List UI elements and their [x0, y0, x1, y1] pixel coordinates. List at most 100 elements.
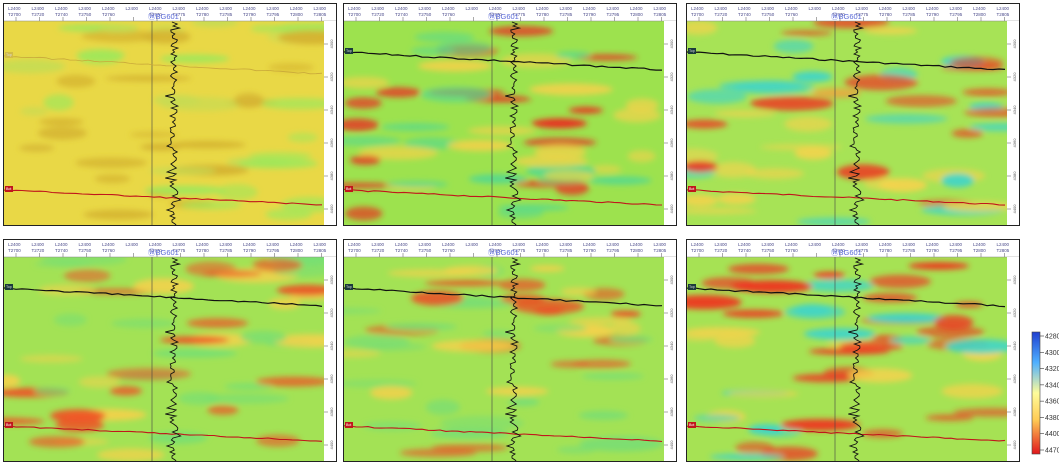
attribute-anomalies	[344, 264, 664, 458]
trace-tick-label: T2785	[560, 248, 573, 253]
top-horizon-label: Top	[689, 49, 695, 53]
inline-tick-label: L2400	[513, 242, 526, 247]
inline-tick-label: L2400	[832, 6, 845, 11]
anomaly-blob	[109, 386, 143, 396]
depth-tick-label: 4340	[669, 341, 674, 351]
trace-tick-label: T2805	[314, 248, 327, 253]
trace-tick-label: T2790	[243, 248, 256, 253]
top-horizon-label: Top	[346, 285, 352, 289]
depth-tick-label: 4380	[329, 171, 334, 181]
color-scale-tick-label: 4340	[1045, 382, 1059, 389]
depth-tick-label: 4340	[1012, 105, 1017, 115]
top-axis: L2400T2700L2400T2720L2400T2740L2400T2750…	[8, 6, 327, 21]
anomaly-blob	[575, 54, 638, 61]
inline-tick-label: L2400	[715, 6, 728, 11]
trace-tick-label: T2750	[762, 248, 775, 253]
depth-tick-label: 4320	[1012, 72, 1017, 82]
anomaly-blob	[780, 30, 833, 36]
top-horizon-label: Top	[689, 285, 695, 289]
anomaly-blob	[289, 294, 332, 301]
depth-tick-label: 4300	[1012, 275, 1017, 285]
anomaly-blob	[105, 75, 192, 82]
attribute-anomalies	[4, 17, 336, 221]
trace-tick-label: T2780	[196, 12, 209, 17]
anomaly-blob	[248, 152, 313, 161]
anomaly-blob	[578, 410, 629, 420]
depth-tick-label: 4340	[329, 105, 334, 115]
inline-tick-label: L2400	[149, 6, 162, 11]
anomaly-blob	[848, 368, 913, 383]
anomaly-blob	[533, 324, 588, 333]
depth-tick-label: 4400	[669, 204, 674, 214]
color-scale-tick-label: 4380	[1045, 415, 1059, 422]
anomaly-blob	[954, 301, 983, 308]
depth-tick-label: 4340	[669, 105, 674, 115]
trace-tick-label: T2790	[926, 12, 939, 17]
trace-tick-label: T2775	[173, 12, 186, 17]
bottom-horizon-line	[687, 189, 1006, 206]
attribute-anomalies	[344, 25, 661, 221]
trace-tick-label: T2700	[348, 12, 361, 17]
anomaly-blob	[370, 386, 413, 400]
seismic-panel-svg: L2400T2700L2400T2720L2400T2740L2400T2750…	[344, 240, 676, 461]
top-axis-strip	[4, 4, 336, 21]
depth-tick-label: 4400	[1012, 204, 1017, 214]
trace-tick-label: T2795	[607, 248, 620, 253]
depth-tick-label: 4300	[329, 39, 334, 49]
trace-tick-label: T2720	[715, 12, 728, 17]
top-horizon-tag	[345, 284, 353, 290]
inline-tick-label: L2400	[489, 6, 502, 11]
depth-tick-label: 4320	[669, 72, 674, 82]
inline-tick-label: L2400	[762, 242, 775, 247]
inline-tick-label: L2400	[220, 6, 233, 11]
inline-tick-label: L2400	[348, 242, 361, 247]
trace-tick-label: T2785	[220, 12, 233, 17]
bottom-horizon-line	[687, 425, 1006, 442]
anomaly-blob	[745, 168, 805, 180]
anomaly-blob	[609, 335, 653, 343]
anomaly-blob	[160, 54, 230, 63]
trace-tick-label: T2720	[372, 248, 385, 253]
inline-tick-label: L2400	[607, 242, 620, 247]
top-horizon-tag	[688, 284, 696, 290]
trace-tick-label: T2770	[489, 12, 502, 17]
trace-tick-label: T2740	[395, 248, 408, 253]
bottom-horizon-label: Bot	[6, 423, 11, 427]
attribute-anomalies	[687, 262, 1019, 461]
seismic-panel-svg: L2400T2700L2400T2720L2400T2740L2400T2750…	[4, 4, 336, 225]
seismic-panel-svg: L2400T2700L2400T2720L2400T2740L2400T2750…	[687, 4, 1019, 225]
anomaly-blob	[94, 174, 131, 184]
top-axis-strip	[344, 240, 676, 257]
inline-tick-label: L2400	[583, 6, 596, 11]
inline-tick-label: L2400	[314, 6, 327, 11]
anomaly-blob	[144, 185, 227, 195]
anomaly-blob	[709, 453, 785, 461]
anomaly-blob	[142, 29, 191, 44]
anomaly-blob	[38, 284, 96, 296]
top-horizon-line	[344, 51, 662, 71]
anomaly-blob	[106, 368, 192, 380]
depth-tick-label: 4360	[669, 374, 674, 384]
bottom-horizon-label: Bot	[6, 187, 11, 191]
anomaly-blob	[951, 129, 984, 138]
anomaly-blob	[964, 107, 1019, 118]
bottom-horizon-tag	[5, 186, 13, 192]
bottom-horizon-line	[344, 425, 663, 443]
top-axis-strip	[4, 240, 336, 257]
anomaly-blob	[381, 122, 450, 132]
depth-tick-label: 4400	[1012, 440, 1017, 450]
color-scale-svg: 4280 4300 4320 4340 4360 4380 4400 4470	[1031, 331, 1059, 455]
anomaly-blob	[4, 59, 66, 74]
trace-tick-label: T2750	[419, 12, 432, 17]
anomaly-blob	[908, 262, 970, 270]
top-horizon-line	[4, 287, 323, 307]
anomaly-blob	[19, 354, 83, 363]
trace-tick-label: T2780	[196, 248, 209, 253]
anomaly-blob	[403, 137, 460, 150]
anomaly-blob	[714, 110, 776, 118]
anomaly-blob	[78, 376, 120, 388]
depth-axis: 4300 4320 4340 4360 4380 4400	[1007, 257, 1019, 461]
anomaly-blob	[889, 336, 932, 345]
inline-tick-label: L2400	[149, 242, 162, 247]
anomaly-blob	[808, 88, 861, 97]
